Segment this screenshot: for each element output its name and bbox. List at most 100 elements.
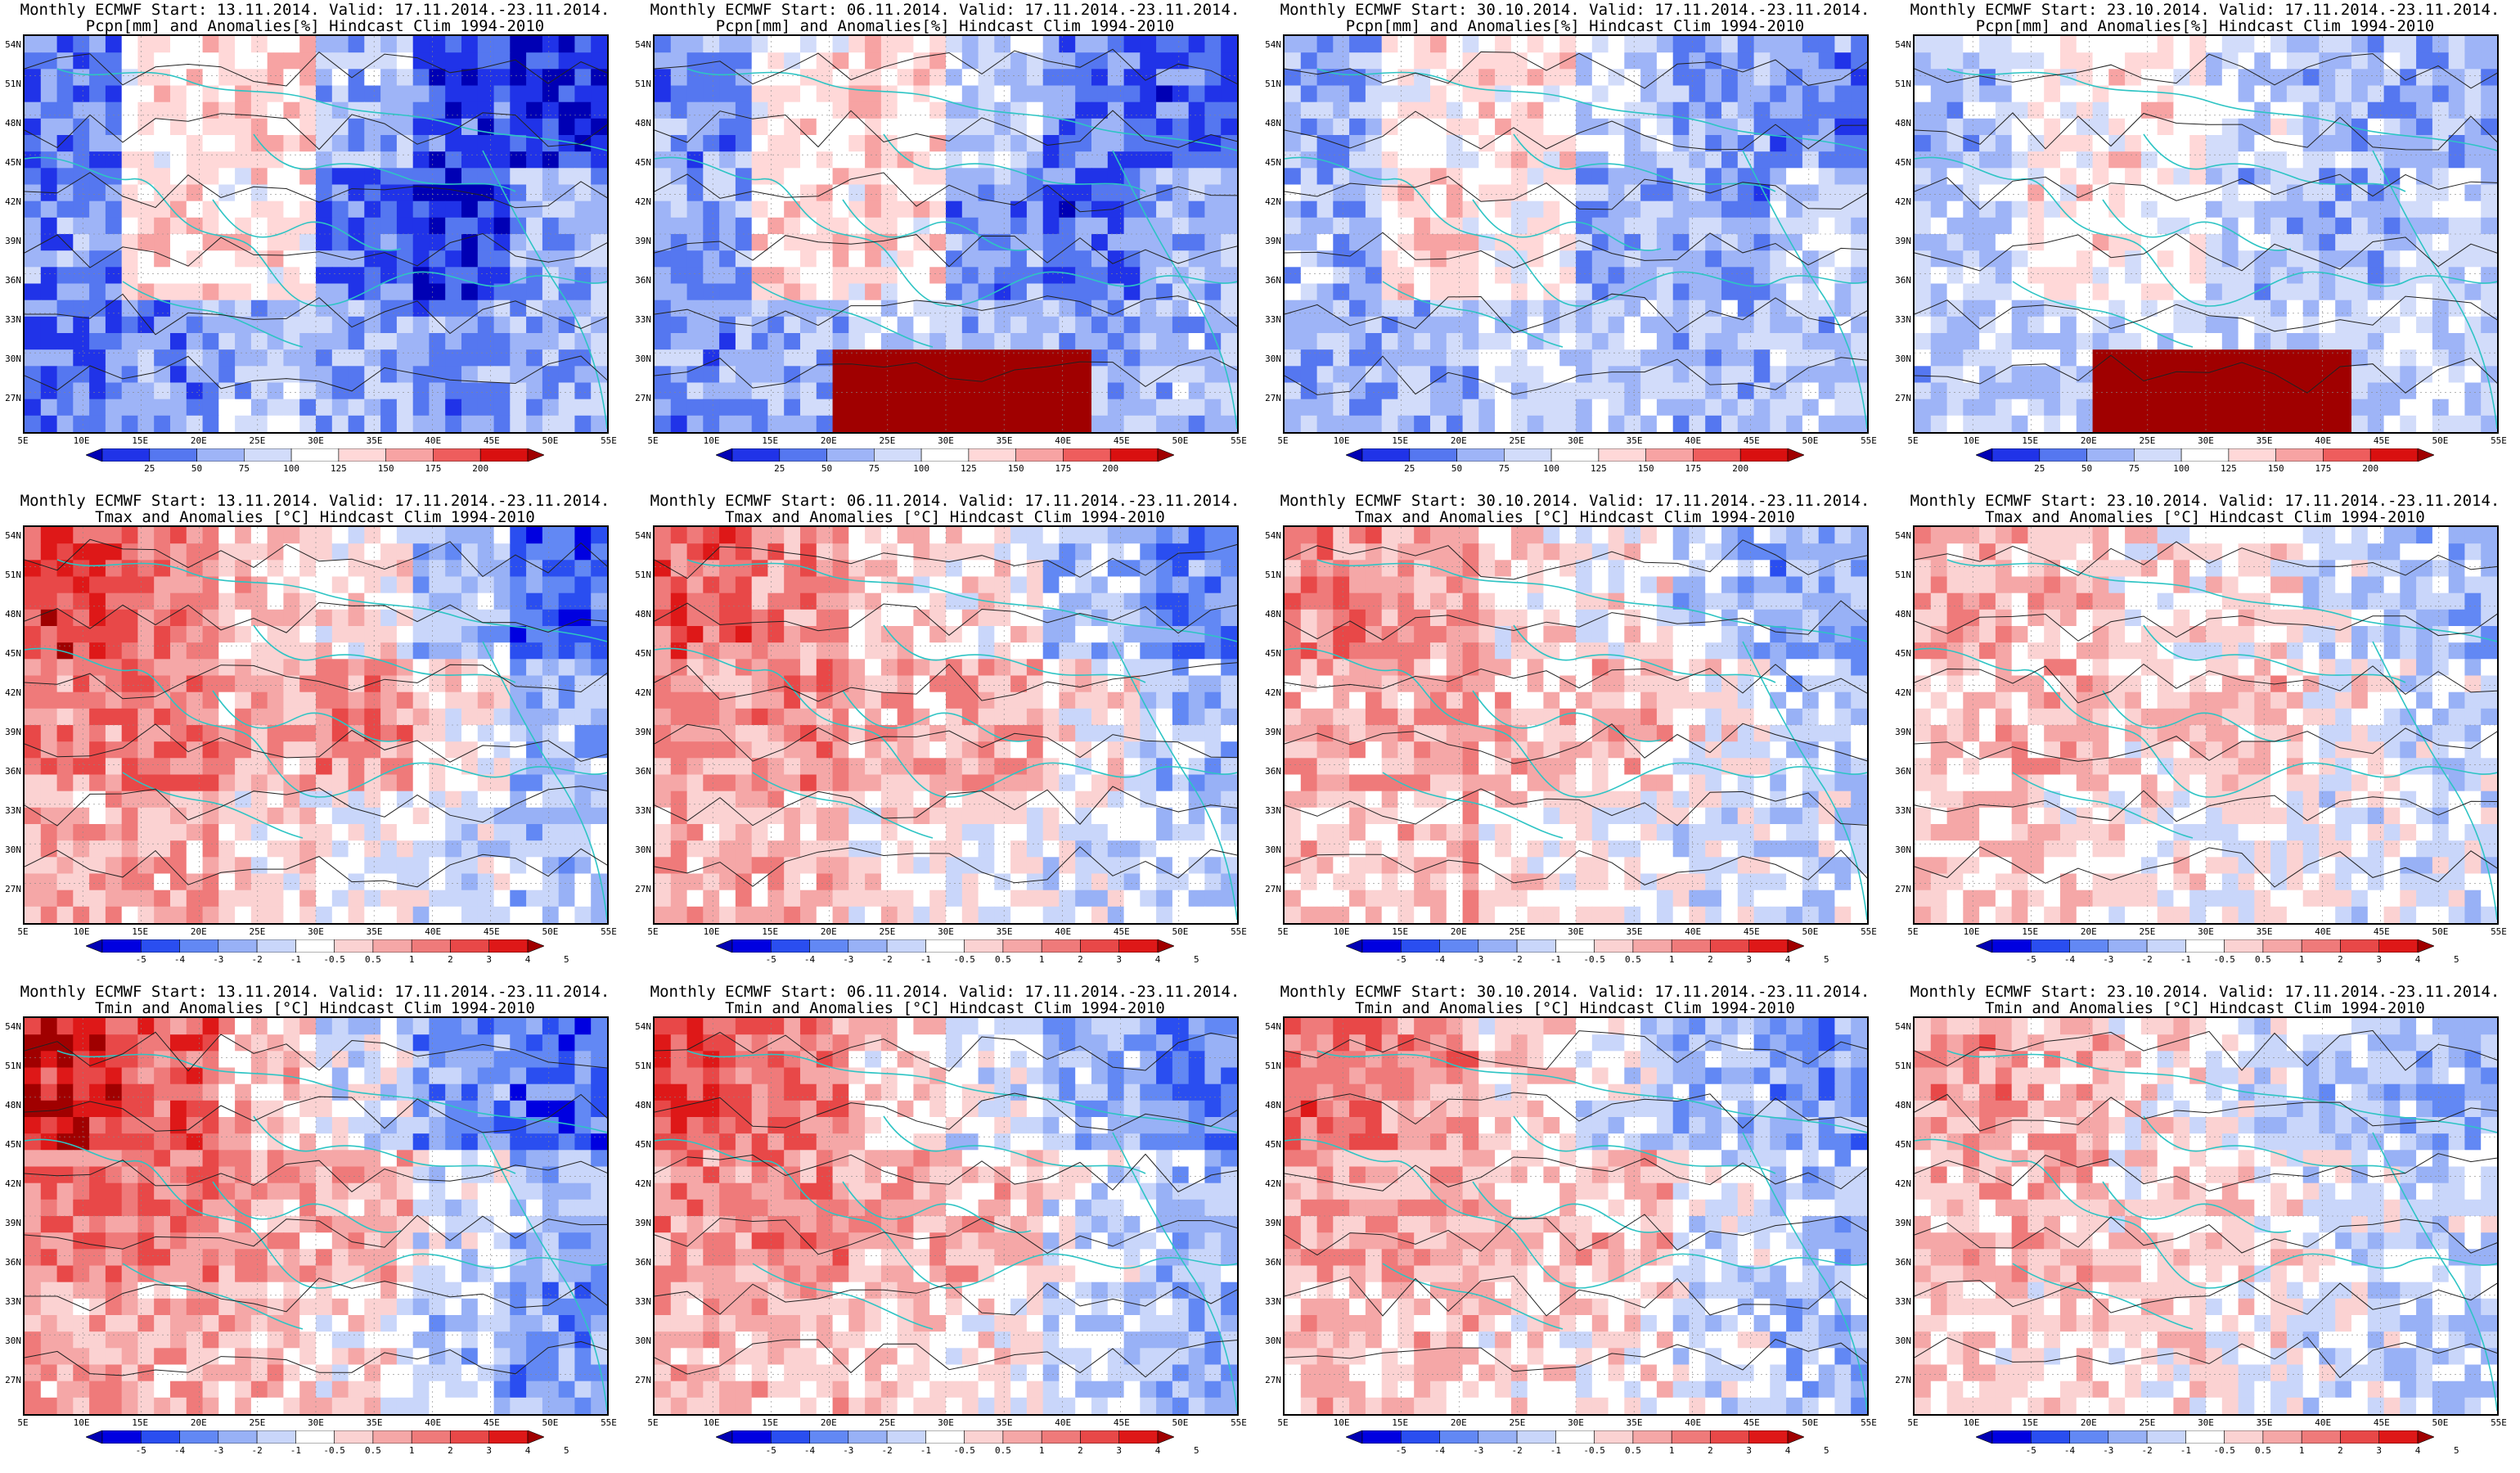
anomaly-cell [25,250,42,268]
anomaly-cell [25,168,42,186]
anomaly-cell [848,217,866,235]
anomaly-cell [1527,234,1545,251]
anomaly-cell [703,234,720,251]
anomaly-cell [848,85,866,103]
anomaly-cell [477,642,495,660]
anomaly-cell [40,415,58,432]
anomaly-cell [1091,151,1109,169]
anomaly-cell [1770,382,1787,400]
anomaly-cell [2351,101,2369,119]
anomaly-cell [2060,366,2077,384]
anomaly-cell [2092,250,2109,268]
anomaly-cell [946,250,963,268]
anomaly-cell [994,415,1011,432]
anomaly-cell [1995,316,2013,334]
anomaly-cell [2125,36,2142,53]
anomaly-cell [121,36,139,53]
anomaly-cell [1091,366,1109,384]
anomaly-cell [25,234,42,251]
anomaly-cell [170,85,187,103]
anomaly-cell [412,857,430,875]
anomaly-cell [137,184,155,202]
anomaly-cell [1478,349,1496,367]
anomaly-cell [2238,52,2255,70]
anomaly-cell [73,217,90,235]
anomaly-cell [1915,415,1932,432]
anomaly-cell [751,560,769,578]
anomaly-cell [1478,267,1496,285]
anomaly-cell [961,69,979,87]
anomaly-cell [1026,576,1044,594]
anomaly-cell [1737,333,1755,350]
anomaly-cell [1689,151,1706,169]
anomaly-cell [2108,101,2126,119]
anomaly-cell [929,560,947,578]
anomaly-cell [994,283,1011,301]
anomaly-cell [1543,333,1560,350]
anomaly-cell [2351,250,2369,268]
anomaly-cell [703,333,720,350]
anomaly-cell [865,349,882,367]
anomaly-cell [56,349,74,367]
anomaly-cell [170,184,187,202]
anomaly-cell [250,807,268,825]
anomaly-cell [1107,543,1125,561]
anomaly-cell [461,691,479,709]
anomaly-cell [1591,69,1609,87]
anomaly-cell [686,592,704,610]
anomaly-cell [558,890,576,908]
anomaly-cell [1591,382,1609,400]
anomaly-cell [2383,101,2401,119]
anomaly-cell [880,118,898,136]
anomaly-cell [1140,382,1157,400]
anomaly-cell [250,857,268,875]
anomaly-cell [510,906,527,923]
anomaly-cell [2092,135,2109,152]
anomaly-cell [1430,52,1447,70]
anomaly-cell [461,399,479,417]
anomaly-cell [1075,366,1092,384]
anomaly-cell [1510,36,1528,53]
anomaly-cell [929,101,947,119]
anomaly-cell [1075,69,1092,87]
anomaly-cell [73,873,90,891]
anomaly-cell [1075,85,1092,103]
anomaly-cell [2173,200,2190,218]
anomaly-cell [1042,200,1060,218]
anomaly-cell [445,791,462,809]
anomaly-cell [670,415,688,432]
anomaly-cell [1140,366,1157,384]
anomaly-cell [218,592,236,610]
anomaly-cell [218,200,236,218]
anomaly-cell [1721,52,1739,70]
anomaly-cell [558,267,576,285]
anomaly-cell [170,52,187,70]
anomaly-cell [1543,135,1560,152]
anomaly-cell [542,118,560,136]
anomaly-cell [89,675,106,693]
anomaly-cell [1608,135,1625,152]
colorbar-swatch [731,448,781,462]
anomaly-cell [1608,399,1625,417]
anomaly-cell [994,399,1011,417]
anomaly-cell [1640,333,1658,350]
anomaly-cell [946,52,963,70]
anomaly-cell [1107,415,1125,432]
anomaly-cell [2432,217,2450,235]
anomaly-cell [1188,135,1206,152]
anomaly-cell [880,217,898,235]
climatology-contour [1915,173,2497,210]
anomaly-cell [1075,527,1092,544]
anomaly-cell [1737,200,1755,218]
anomaly-cell [994,316,1011,334]
anomaly-cell [445,741,462,759]
anomaly-cell [1591,151,1609,169]
anomaly-cell [445,52,462,70]
anomaly-cell [121,300,139,318]
anomaly-cell [1446,217,1464,235]
colorbar-swatch [527,939,544,953]
anomaly-cell [1365,349,1383,367]
anomaly-cell [542,807,560,825]
anomaly-cell [1770,267,1787,285]
anomaly-cell [364,675,381,693]
